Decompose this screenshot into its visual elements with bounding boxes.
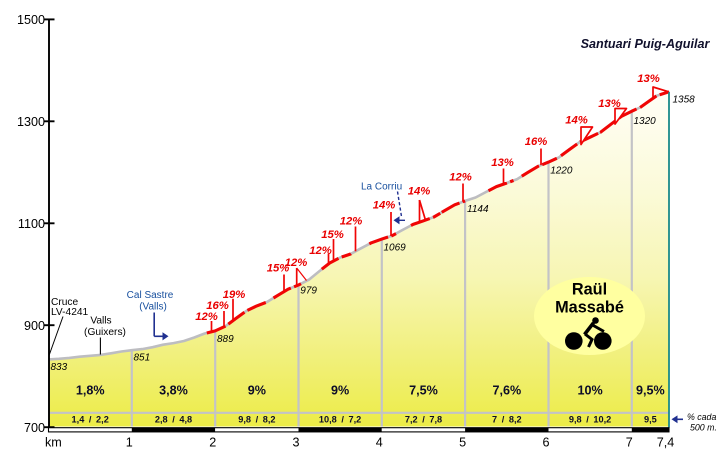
svg-text:12%: 12%: [285, 257, 308, 269]
svg-text:9,8 / 10,2: 9,8 / 10,2: [569, 415, 611, 425]
svg-text:Valls: Valls: [90, 316, 111, 327]
svg-text:900: 900: [24, 319, 45, 333]
svg-text:1,8%: 1,8%: [76, 384, 105, 398]
svg-text:Cruce: Cruce: [51, 297, 79, 308]
svg-text:7,2 / 7,8: 7,2 / 7,8: [405, 415, 442, 425]
svg-text:Cal Sastre: Cal Sastre: [127, 290, 174, 301]
svg-text:km: km: [45, 436, 62, 450]
svg-text:889: 889: [217, 334, 234, 345]
svg-text:9,5: 9,5: [644, 415, 657, 425]
svg-text:Raül: Raül: [572, 281, 607, 299]
svg-text:15%: 15%: [267, 263, 290, 275]
svg-text:7 / 8,2: 7 / 8,2: [492, 415, 522, 425]
svg-text:16%: 16%: [206, 300, 229, 312]
svg-text:7,6%: 7,6%: [492, 384, 521, 398]
svg-text:14%: 14%: [408, 185, 431, 197]
svg-text:(Guixers): (Guixers): [84, 327, 126, 338]
svg-text:13%: 13%: [637, 73, 660, 85]
svg-text:9,8 / 8,2: 9,8 / 8,2: [238, 415, 275, 425]
svg-text:13%: 13%: [598, 98, 621, 110]
svg-text:12%: 12%: [195, 311, 218, 323]
svg-text:3,8%: 3,8%: [159, 384, 188, 398]
svg-text:5: 5: [459, 436, 466, 450]
svg-text:7,5%: 7,5%: [409, 384, 438, 398]
svg-text:6: 6: [542, 436, 549, 450]
svg-text:1220: 1220: [550, 166, 573, 177]
svg-text:14%: 14%: [373, 200, 396, 212]
svg-text:1358: 1358: [673, 95, 696, 106]
svg-text:1100: 1100: [18, 217, 45, 231]
svg-text:12%: 12%: [340, 216, 363, 228]
svg-text:851: 851: [134, 353, 151, 364]
svg-text:13%: 13%: [491, 157, 514, 169]
svg-text:4: 4: [376, 436, 383, 450]
svg-text:19%: 19%: [223, 289, 246, 301]
svg-text:% cada: % cada: [687, 412, 716, 422]
svg-text:12%: 12%: [309, 245, 332, 257]
svg-text:12%: 12%: [449, 172, 472, 184]
svg-text:2,8 / 4,8: 2,8 / 4,8: [155, 415, 192, 425]
svg-text:15%: 15%: [321, 229, 344, 241]
svg-text:10,8 / 7,2: 10,8 / 7,2: [319, 415, 361, 425]
svg-text:16%: 16%: [525, 136, 548, 148]
svg-text:2: 2: [209, 436, 216, 450]
svg-text:Santuari Puig-Aguilar: Santuari Puig-Aguilar: [581, 37, 711, 51]
svg-text:833: 833: [51, 362, 68, 373]
svg-text:14%: 14%: [565, 115, 588, 127]
svg-text:9,5%: 9,5%: [636, 384, 665, 398]
svg-text:9%: 9%: [248, 384, 266, 398]
svg-text:7,4: 7,4: [657, 436, 675, 450]
svg-text:Massabé: Massabé: [555, 299, 624, 317]
svg-text:1144: 1144: [467, 204, 489, 215]
svg-text:979: 979: [300, 286, 317, 297]
svg-text:9%: 9%: [331, 384, 349, 398]
svg-text:7: 7: [626, 436, 633, 450]
svg-text:1320: 1320: [634, 116, 657, 127]
svg-text:1069: 1069: [384, 243, 407, 254]
svg-text:10%: 10%: [577, 384, 602, 398]
svg-text:1500: 1500: [17, 13, 45, 27]
svg-text:700: 700: [24, 421, 45, 435]
svg-text:La Corriu: La Corriu: [361, 182, 402, 193]
svg-text:1: 1: [126, 436, 133, 450]
svg-text:(Valls): (Valls): [139, 302, 167, 313]
svg-text:LV-4241: LV-4241: [51, 307, 89, 318]
svg-text:1,4 / 2,2: 1,4 / 2,2: [72, 415, 109, 425]
svg-text:1300: 1300: [17, 115, 45, 129]
svg-text:3: 3: [292, 436, 299, 450]
svg-text:500 m.: 500 m.: [690, 423, 717, 433]
